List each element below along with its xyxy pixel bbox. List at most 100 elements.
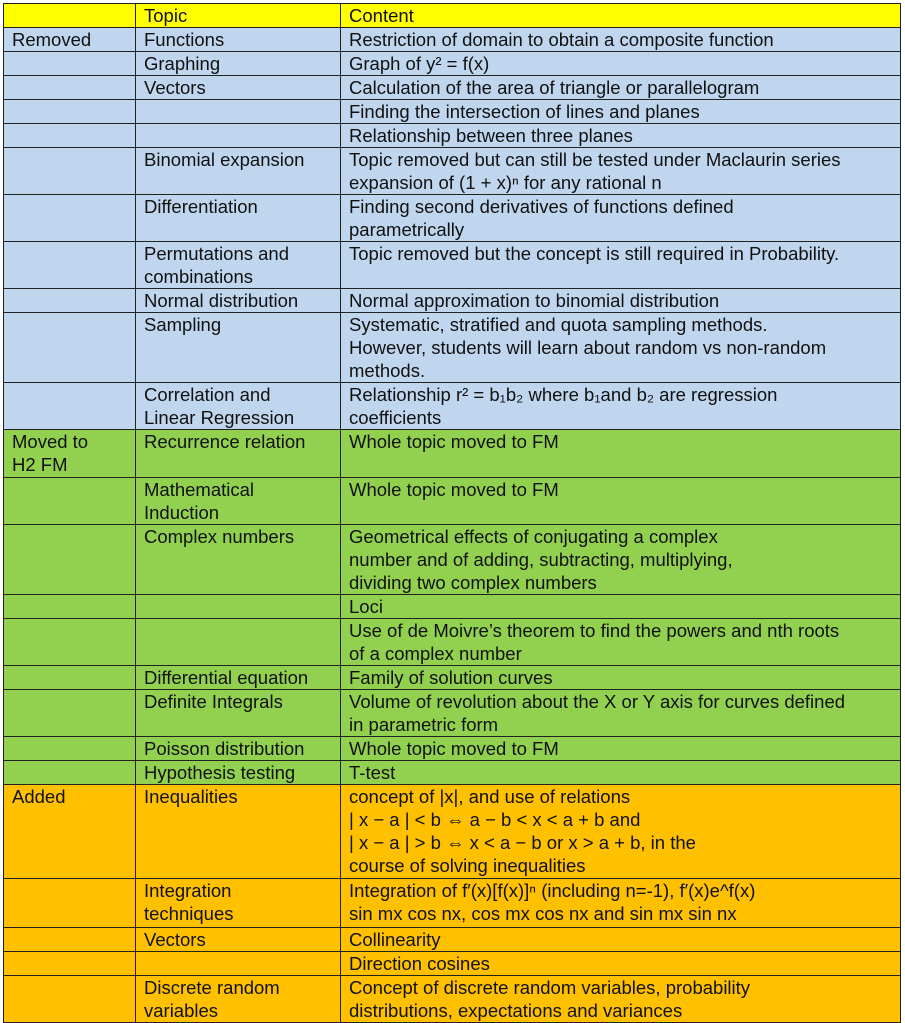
cell-topic: Graphing <box>135 51 341 76</box>
cell-content: Direction cosines <box>340 951 901 976</box>
cell-category <box>3 689 136 737</box>
cell-topic: Vectors <box>135 927 341 952</box>
cell-content: Whole topic moved to FM <box>340 429 901 478</box>
cell-content: Systematic, stratified and quota samplin… <box>340 312 901 383</box>
cell-content: Loci <box>340 594 901 619</box>
cell-topic: Integration techniques <box>135 878 341 928</box>
cell-content: Topic removed but the concept is still r… <box>340 241 901 289</box>
table-row: Added Inequalities concept of |x|, and use… <box>3 784 901 879</box>
cell-content: Relationship r² = b₁b₂ where b₁and b₂ ar… <box>340 382 901 430</box>
table-row: Finding the intersection of lines and pl… <box>3 99 901 124</box>
cell-content: Graph of y² = f(x) <box>340 51 901 76</box>
table-row: Binomial expansion Topic removed but can … <box>3 147 901 195</box>
header-topic: Topic <box>135 3 341 28</box>
cell-category <box>3 241 136 289</box>
table-row: Definite Integrals Volume of revolution a… <box>3 689 901 737</box>
table-row: Permutations and combinations Topic remov… <box>3 241 901 289</box>
cell-topic: Sampling <box>135 312 341 383</box>
table-row: Correlation and Linear Regression Relatio… <box>3 382 901 430</box>
cell-category <box>3 477 136 525</box>
cell-topic <box>135 594 341 619</box>
cell-topic: Permutations and combinations <box>135 241 341 289</box>
cell-topic: Vectors <box>135 75 341 100</box>
table-row: Graphing Graph of y² = f(x) <box>3 51 901 76</box>
table-row: Sampling Systematic, stratified and quota… <box>3 312 901 383</box>
cell-topic: Recurrence relation <box>135 429 341 478</box>
table-row: Normal distribution Normal approximation … <box>3 288 901 313</box>
cell-content: Topic removed but can still be tested un… <box>340 147 901 195</box>
table-row: Use of de Moivre’s theorem to find the p… <box>3 618 901 666</box>
cell-content: Normal approximation to binomial distrib… <box>340 288 901 313</box>
cell-content: Finding second derivatives of functions … <box>340 194 901 242</box>
cell-content: Whole topic moved to FM <box>340 477 901 525</box>
cell-topic: Binomial expansion <box>135 147 341 195</box>
cell-content: Calculation of the area of triangle or p… <box>340 75 901 100</box>
cell-category <box>3 51 136 76</box>
header-content: Content <box>340 3 901 28</box>
cell-topic <box>135 618 341 666</box>
cell-content: Geometrical effects of conjugating a com… <box>340 524 901 595</box>
cell-content: Relationship between three planes <box>340 123 901 148</box>
table-row: Complex numbers Geometrical effects of co… <box>3 524 901 595</box>
cell-content: Volume of revolution about the X or Y ax… <box>340 689 901 737</box>
table-row: Integration techniques Integration of f′(… <box>3 878 901 928</box>
cell-category <box>3 99 136 124</box>
cell-topic <box>135 99 341 124</box>
cell-topic <box>135 951 341 976</box>
table-row: Hypothesis testing T-test <box>3 760 901 785</box>
cell-content: T-test <box>340 760 901 785</box>
table-row: Discrete random variables Concept of disc… <box>3 975 901 1023</box>
header-category <box>3 3 136 28</box>
cell-category <box>3 736 136 761</box>
table-row: Vectors Calculation of the area of triang… <box>3 75 901 100</box>
cell-category: Added <box>3 784 136 879</box>
cell-category <box>3 312 136 383</box>
cell-category <box>3 951 136 976</box>
table-row: Vectors Collinearity <box>3 927 901 952</box>
table-row: Differentiation Finding second derivative… <box>3 194 901 242</box>
table-row: Loci <box>3 594 901 619</box>
cell-category <box>3 618 136 666</box>
cell-category <box>3 382 136 430</box>
cell-content: Collinearity <box>340 927 901 952</box>
cell-content: Restriction of domain to obtain a compos… <box>340 27 901 52</box>
cell-content: Concept of discrete random variables, pr… <box>340 975 901 1023</box>
cell-content: Integration of f′(x)[f(x)]ⁿ (including n… <box>340 878 901 928</box>
cell-category <box>3 524 136 595</box>
cell-topic: Hypothesis testing <box>135 760 341 785</box>
cell-category <box>3 147 136 195</box>
cell-content: Whole topic moved to FM <box>340 736 901 761</box>
cell-category <box>3 878 136 928</box>
header-row: Topic Content <box>3 3 901 28</box>
cell-category <box>3 288 136 313</box>
cell-content: Finding the intersection of lines and pl… <box>340 99 901 124</box>
cell-topic: Normal distribution <box>135 288 341 313</box>
table-row: Differential equation Family of solution … <box>3 665 901 690</box>
cell-topic: Definite Integrals <box>135 689 341 737</box>
table-row: Moved to H2 FM Recurrence relation Whole t… <box>3 429 901 478</box>
cell-category <box>3 760 136 785</box>
cell-topic: Correlation and Linear Regression <box>135 382 341 430</box>
cell-topic <box>135 123 341 148</box>
table-row: Mathematical Induction Whole topic moved … <box>3 477 901 525</box>
cell-topic: Discrete random variables <box>135 975 341 1023</box>
cell-category <box>3 75 136 100</box>
cell-topic: Functions <box>135 27 341 52</box>
cell-topic: Poisson distribution <box>135 736 341 761</box>
cell-topic: Differentiation <box>135 194 341 242</box>
table-row: Relationship between three planes <box>3 123 901 148</box>
cell-content: concept of |x|, and use of relations | x… <box>340 784 901 879</box>
table-row: Removed Functions Restriction of domain to… <box>3 27 901 52</box>
cell-topic: Complex numbers <box>135 524 341 595</box>
cell-topic: Mathematical Induction <box>135 477 341 525</box>
cell-category <box>3 975 136 1023</box>
cell-category <box>3 665 136 690</box>
cell-content: Family of solution curves <box>340 665 901 690</box>
cell-category <box>3 594 136 619</box>
syllabus-changes-table: Topic Content Removed Functions Restrictio… <box>3 3 901 1023</box>
cell-category: Removed <box>3 27 136 52</box>
cell-category: Moved to H2 FM <box>3 429 136 478</box>
table-row: Poisson distribution Whole topic moved to… <box>3 736 901 761</box>
table-row: Direction cosines <box>3 951 901 976</box>
cell-category <box>3 927 136 952</box>
